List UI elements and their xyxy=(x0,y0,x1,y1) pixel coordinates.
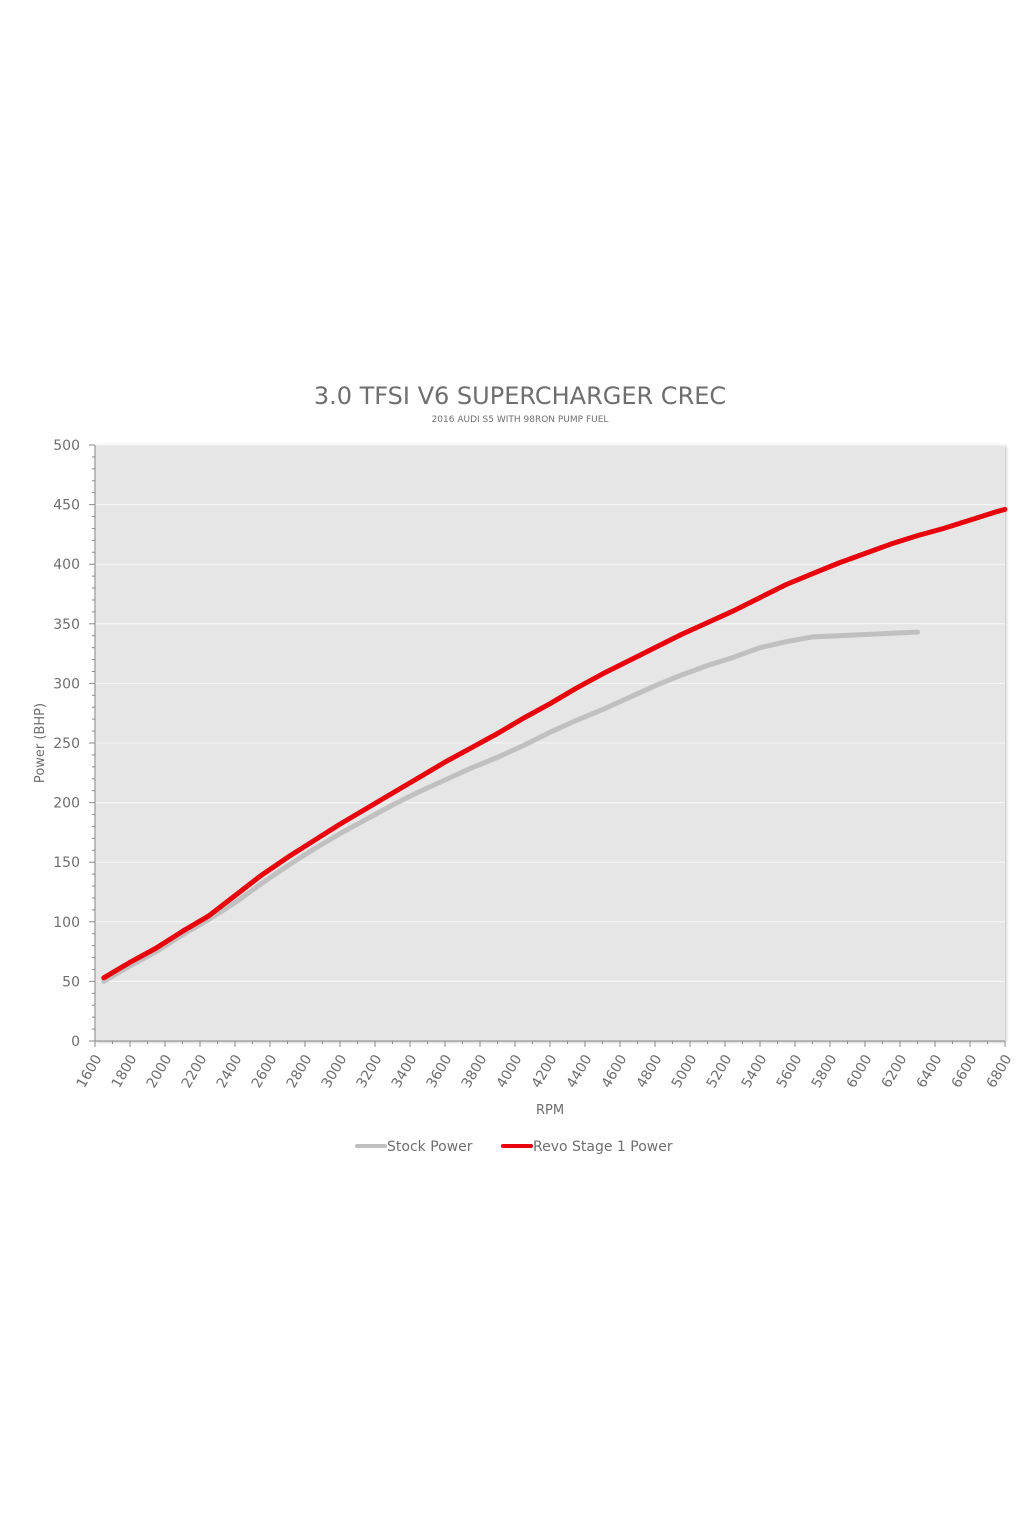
x-tick-label: 6200 xyxy=(879,1052,911,1091)
x-tick-label: 2400 xyxy=(214,1052,246,1091)
x-tick-label: 1800 xyxy=(109,1052,141,1091)
series-line-revo-stage-1-power xyxy=(101,506,1008,981)
x-tick-label: 2200 xyxy=(179,1052,211,1091)
x-tick-label: 4000 xyxy=(494,1052,526,1091)
y-axis-label: Power (BHP) xyxy=(33,703,48,783)
y-tick-label: 400 xyxy=(53,557,80,573)
x-tick-label: 5800 xyxy=(809,1052,841,1091)
y-tick-label: 200 xyxy=(53,796,80,812)
x-tick-label: 4800 xyxy=(634,1052,666,1091)
legend: Stock Power Revo Stage 1 Power xyxy=(355,1139,673,1155)
axes xyxy=(89,444,1006,1047)
y-tick-label: 50 xyxy=(62,974,80,990)
x-tick-label: 2800 xyxy=(284,1052,316,1091)
x-tick-label: 4600 xyxy=(599,1052,631,1091)
x-tick-label: 3800 xyxy=(459,1052,491,1091)
x-tick-label: 2000 xyxy=(144,1052,176,1091)
y-tick-label: 0 xyxy=(71,1034,80,1050)
y-tick-label: 250 xyxy=(53,736,80,752)
x-tick-label: 5600 xyxy=(774,1052,806,1091)
x-tick-label: 2600 xyxy=(249,1052,281,1091)
x-tick-label: 3600 xyxy=(424,1052,456,1091)
x-tick-labels: 1600 1800 2000 2200 2400 2600 2800 3000 3200 3400… xyxy=(74,1052,1016,1091)
x-tick-label: 5200 xyxy=(704,1052,736,1091)
series-lines xyxy=(101,506,1008,984)
x-tick-label: 5000 xyxy=(669,1052,701,1091)
x-tick-label: 1600 xyxy=(74,1052,106,1091)
legend-label-revo: Revo Stage 1 Power xyxy=(533,1139,673,1155)
chart-subtitle: 2016 AUDI S5 WITH 98RON PUMP FUEL xyxy=(432,415,609,425)
y-tick-label: 450 xyxy=(53,498,80,514)
y-tick-label: 150 xyxy=(53,855,80,871)
y-tick-label: 500 xyxy=(53,438,80,454)
series-line-stock-power xyxy=(101,629,920,984)
y-tick-labels: 0 50 100 150 200 250 300 350 400 450 500 xyxy=(53,438,80,1050)
y-tick-label: 100 xyxy=(53,915,80,931)
x-tick-label: 3400 xyxy=(389,1052,421,1091)
x-tick-label: 4400 xyxy=(564,1052,596,1091)
x-tick-label: 5400 xyxy=(739,1052,771,1091)
x-tick-label: 3200 xyxy=(354,1052,386,1091)
legend-label-stock: Stock Power xyxy=(387,1139,473,1155)
x-tick-label: 6800 xyxy=(984,1052,1016,1091)
x-axis-label: RPM xyxy=(536,1103,564,1118)
x-tick-label: 4200 xyxy=(529,1052,561,1091)
x-tick-label: 3000 xyxy=(319,1052,351,1091)
chart-title: 3.0 TFSI V6 SUPERCHARGER CREC xyxy=(314,382,726,410)
x-tick-label: 6400 xyxy=(914,1052,946,1091)
x-tick-label: 6000 xyxy=(844,1052,876,1091)
x-tick-label: 6600 xyxy=(949,1052,981,1091)
gridlines xyxy=(95,444,1005,982)
y-tick-label: 300 xyxy=(53,676,80,692)
y-tick-label: 350 xyxy=(53,617,80,633)
